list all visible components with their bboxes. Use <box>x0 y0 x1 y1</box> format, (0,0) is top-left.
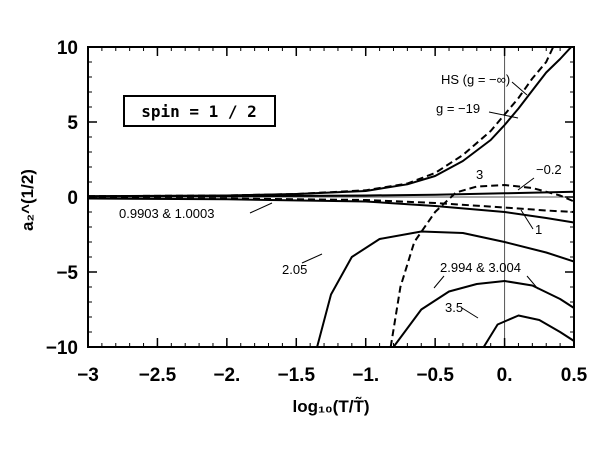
leader-2994-a <box>433 275 445 289</box>
y-tick-label: 10 <box>57 38 78 59</box>
curve-label-g19: g = −19 <box>436 101 480 116</box>
curve-label-minus02: −0.2 <box>536 162 562 177</box>
series-line-3 <box>389 184 574 347</box>
series-line-2 <box>88 190 574 198</box>
leader-minus02 <box>517 177 535 191</box>
curve-label-3: 3 <box>476 167 483 182</box>
series-line-5 <box>88 197 574 224</box>
curve-label-35: 3.5 <box>445 300 463 315</box>
leader-09903 <box>249 202 273 214</box>
series-line-8 <box>482 314 574 347</box>
x-tick-label: −2.5 <box>139 365 177 386</box>
series-line-1 <box>88 47 572 198</box>
spin-box <box>123 95 276 127</box>
y-tick-label: 5 <box>67 113 78 134</box>
x-tick-label: −0.5 <box>416 365 454 386</box>
curve-label-hs: HS (g = −∞) <box>441 72 510 87</box>
y-tick-label: 0 <box>67 188 78 209</box>
y-axis-label: a₂^(1/2) <box>18 169 37 231</box>
y-tick-label: −5 <box>56 263 78 284</box>
spin-box-label: spin = 1 / 2 <box>141 102 257 121</box>
series-line-7 <box>392 280 574 347</box>
x-tick-label: 0. <box>497 365 513 386</box>
ticks <box>87 46 575 348</box>
y-tick-label: −10 <box>46 338 78 359</box>
x-tick-label: −1.5 <box>278 365 316 386</box>
leader-2994-b <box>526 275 539 290</box>
leader-35 <box>461 307 479 319</box>
x-tick-label: −2. <box>213 365 240 386</box>
x-tick-label: 0.5 <box>561 365 588 386</box>
leader-g19 <box>488 111 519 119</box>
x-tick-label: −3 <box>77 365 99 386</box>
curve-label-205: 2.05 <box>282 262 307 277</box>
leader-205 <box>301 253 323 264</box>
x-tick-label: −1. <box>352 365 379 386</box>
curve-label-2994: 2.994 & 3.004 <box>440 260 521 275</box>
curve-label-1: 1 <box>535 222 542 237</box>
tick-labels: −3 −2.5 −2. −1.5 −1. −0.5 0. 0.5 −10 −5 0 5 10 <box>46 38 588 386</box>
curve-label-09903: 0.9903 & 1.0003 <box>119 206 214 221</box>
curves <box>88 47 574 347</box>
leader-1 <box>520 209 534 230</box>
x-axis-label: log₁₀(T/T̃) <box>293 396 370 416</box>
series-line-6 <box>316 230 574 347</box>
leader-hs <box>511 81 528 96</box>
series-line-0 <box>88 47 555 198</box>
